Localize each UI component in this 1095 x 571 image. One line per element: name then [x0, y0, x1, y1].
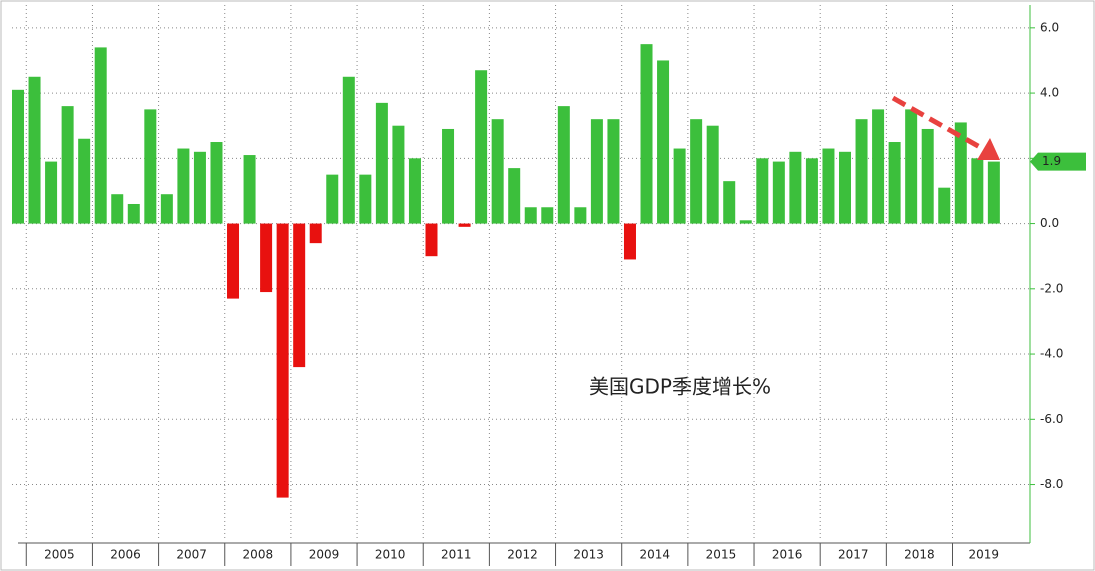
- bar: [557, 106, 570, 224]
- year-label: 2009: [309, 548, 340, 562]
- y-tick-label: 6.0: [1040, 20, 1059, 34]
- bar: [45, 161, 58, 224]
- bar: [442, 128, 455, 224]
- bar: [12, 89, 24, 224]
- year-label: 2011: [441, 548, 472, 562]
- bar: [607, 119, 620, 224]
- bar: [144, 109, 157, 224]
- bar: [260, 223, 273, 293]
- bar: [706, 125, 719, 224]
- bar: [872, 109, 885, 224]
- bar: [739, 220, 752, 224]
- bar: [375, 102, 388, 224]
- bar: [954, 122, 967, 224]
- bar: [590, 119, 603, 224]
- year-label: 2018: [904, 548, 935, 562]
- bar: [193, 151, 206, 224]
- bar: [326, 174, 339, 224]
- year-label: 2014: [640, 548, 671, 562]
- bar: [772, 161, 785, 224]
- trend-arrowhead: [977, 138, 1000, 160]
- bar: [475, 70, 488, 224]
- bar: [227, 223, 240, 299]
- year-label: 2017: [838, 548, 869, 562]
- bar: [640, 44, 653, 224]
- y-tick-label: -2.0: [1040, 281, 1063, 295]
- year-label: 2007: [176, 548, 207, 562]
- value-flag: [1030, 152, 1086, 171]
- bar: [293, 223, 306, 368]
- bar: [243, 155, 256, 224]
- bar: [789, 151, 802, 224]
- bar: [938, 187, 951, 224]
- bar: [392, 125, 405, 224]
- bar: [756, 158, 769, 224]
- bar: [508, 168, 521, 224]
- year-label: 2019: [968, 548, 999, 562]
- bar: [623, 223, 636, 260]
- value-flag-label: 1.9: [1042, 154, 1061, 168]
- bar: [309, 223, 322, 244]
- y-tick-label: 0.0: [1040, 216, 1059, 230]
- bar: [28, 76, 41, 224]
- bar: [210, 142, 223, 224]
- year-label: 2008: [243, 548, 274, 562]
- bar: [177, 148, 190, 224]
- year-label: 2006: [110, 548, 141, 562]
- year-label: 2005: [44, 548, 75, 562]
- bar: [160, 194, 173, 224]
- bar: [921, 128, 934, 224]
- year-label: 2015: [706, 548, 737, 562]
- bar: [805, 158, 818, 224]
- year-label: 2016: [772, 548, 803, 562]
- bar: [822, 148, 835, 224]
- bar: [855, 119, 868, 224]
- bar: [723, 181, 736, 224]
- bar: [425, 223, 438, 257]
- year-label: 2010: [375, 548, 406, 562]
- bar: [359, 174, 372, 224]
- bar: [690, 119, 703, 224]
- y-tick-label: -6.0: [1040, 412, 1063, 426]
- y-tick-label: 4.0: [1040, 86, 1059, 100]
- bar: [276, 223, 289, 498]
- bar: [987, 161, 1000, 224]
- bar: [111, 194, 124, 224]
- bar: [541, 207, 554, 224]
- bar: [61, 106, 74, 224]
- bar: [408, 158, 421, 224]
- bar: [491, 119, 504, 224]
- bar: [971, 158, 984, 224]
- bar: [673, 148, 686, 224]
- annotation: 美国GDP季度增长%: [589, 375, 771, 399]
- bar: [94, 47, 107, 224]
- bar: [127, 203, 140, 224]
- year-label: 2012: [507, 548, 538, 562]
- bar: [78, 138, 91, 224]
- y-tick-label: -8.0: [1040, 477, 1063, 491]
- bar: [905, 109, 918, 224]
- bar: [574, 207, 587, 224]
- y-tick-label: -4.0: [1040, 347, 1063, 361]
- bar: [657, 60, 670, 224]
- bar: [458, 223, 471, 227]
- bar: [839, 151, 851, 224]
- bar: [342, 76, 355, 224]
- bar: [524, 207, 537, 224]
- year-label: 2013: [573, 548, 604, 562]
- trend-arrow: [891, 95, 987, 153]
- bar: [888, 142, 901, 224]
